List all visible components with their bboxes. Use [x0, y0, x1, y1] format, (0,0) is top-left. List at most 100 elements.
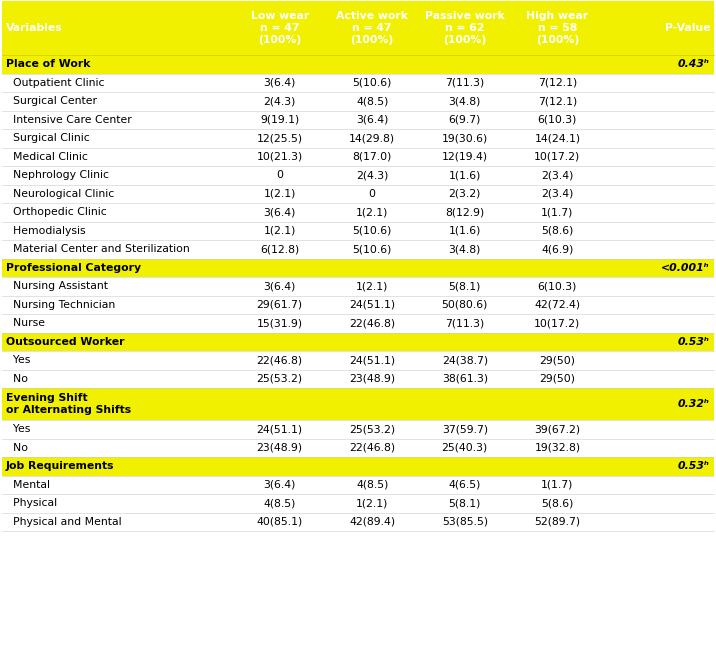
Text: 39(67.2): 39(67.2)	[534, 424, 581, 434]
Text: 4(8.5): 4(8.5)	[356, 97, 388, 107]
Text: No: No	[6, 374, 28, 384]
Text: 24(51.1): 24(51.1)	[256, 424, 303, 434]
Bar	[2, 166, 714, 184]
Text: <0.001ʰ: <0.001ʰ	[662, 263, 710, 273]
Bar	[2, 494, 714, 513]
Bar	[2, 370, 714, 388]
Text: Low wear
n = 47
(100%): Low wear n = 47 (100%)	[251, 11, 309, 45]
Text: 7(12.1): 7(12.1)	[538, 78, 577, 88]
Bar	[2, 314, 714, 332]
Text: 2(3.4): 2(3.4)	[541, 188, 574, 198]
Text: Outsourced Worker: Outsourced Worker	[6, 337, 125, 347]
Text: 53(85.5): 53(85.5)	[442, 517, 488, 527]
Text: Hemodialysis: Hemodialysis	[6, 226, 86, 236]
Bar	[2, 351, 714, 370]
Text: 5(8.6): 5(8.6)	[541, 226, 574, 236]
Text: 4(8.5): 4(8.5)	[263, 498, 296, 508]
Bar	[2, 457, 714, 476]
Text: 29(50): 29(50)	[539, 374, 576, 384]
Text: 7(12.1): 7(12.1)	[538, 97, 577, 107]
Bar	[2, 438, 714, 457]
Text: 5(8.1): 5(8.1)	[449, 281, 481, 291]
Text: 22(46.8): 22(46.8)	[349, 318, 395, 328]
Text: 1(2.1): 1(2.1)	[263, 188, 296, 198]
Text: 5(8.1): 5(8.1)	[449, 498, 481, 508]
Text: Mental: Mental	[6, 480, 50, 490]
Text: 7(11.3): 7(11.3)	[445, 78, 485, 88]
Bar	[2, 388, 714, 420]
Text: 12(25.5): 12(25.5)	[256, 133, 303, 143]
Text: 3(4.8): 3(4.8)	[449, 244, 481, 254]
Bar	[2, 332, 714, 351]
Text: 19(30.6): 19(30.6)	[442, 133, 488, 143]
Text: 5(10.6): 5(10.6)	[352, 78, 392, 88]
Text: 6(10.3): 6(10.3)	[538, 281, 577, 291]
Text: 25(53.2): 25(53.2)	[349, 424, 395, 434]
Text: 10(17.2): 10(17.2)	[534, 318, 581, 328]
Text: 50(80.6): 50(80.6)	[442, 300, 488, 310]
Bar	[2, 55, 714, 73]
Text: 5(8.6): 5(8.6)	[541, 498, 574, 508]
Text: 2(3.2): 2(3.2)	[449, 188, 481, 198]
Text: 22(46.8): 22(46.8)	[256, 355, 303, 365]
Text: 3(6.4): 3(6.4)	[356, 115, 388, 125]
Text: 6(10.3): 6(10.3)	[538, 115, 577, 125]
Text: 8(12.9): 8(12.9)	[445, 207, 485, 217]
Text: 23(48.9): 23(48.9)	[349, 374, 395, 384]
Text: Job Requirements: Job Requirements	[6, 462, 115, 472]
Text: 37(59.7): 37(59.7)	[442, 424, 488, 434]
Text: Yes: Yes	[6, 355, 30, 365]
Text: 0: 0	[276, 170, 284, 180]
Text: 24(51.1): 24(51.1)	[349, 300, 395, 310]
Text: 42(89.4): 42(89.4)	[349, 517, 395, 527]
Text: P-Value: P-Value	[664, 23, 710, 33]
Text: Nephrology Clinic: Nephrology Clinic	[6, 170, 109, 180]
Text: 25(40.3): 25(40.3)	[442, 443, 488, 453]
Text: 1(2.1): 1(2.1)	[356, 498, 388, 508]
Text: 5(10.6): 5(10.6)	[352, 226, 392, 236]
Text: 4(6.9): 4(6.9)	[541, 244, 574, 254]
Text: Evening Shift
or Alternating Shifts: Evening Shift or Alternating Shifts	[6, 393, 131, 415]
Text: Variables: Variables	[6, 23, 62, 33]
Bar	[2, 277, 714, 296]
Text: 25(53.2): 25(53.2)	[256, 374, 303, 384]
Text: Physical: Physical	[6, 498, 57, 508]
Text: 3(6.4): 3(6.4)	[263, 281, 296, 291]
Text: Active work
n = 47
(100%): Active work n = 47 (100%)	[337, 11, 408, 45]
Bar	[2, 240, 714, 258]
Bar	[2, 129, 714, 147]
Text: 1(1.7): 1(1.7)	[541, 207, 574, 217]
Text: Neurological Clinic: Neurological Clinic	[6, 188, 115, 198]
Text: 9(19.1): 9(19.1)	[260, 115, 299, 125]
Text: Place of Work: Place of Work	[6, 59, 90, 69]
Text: 2(4.3): 2(4.3)	[356, 170, 388, 180]
Bar	[2, 420, 714, 438]
Bar	[2, 258, 714, 277]
Bar	[2, 222, 714, 240]
Text: 3(4.8): 3(4.8)	[449, 97, 481, 107]
Text: 0.32ʰ: 0.32ʰ	[678, 399, 710, 409]
Text: 1(2.1): 1(2.1)	[263, 226, 296, 236]
Text: High wear
n = 58
(100%): High wear n = 58 (100%)	[526, 11, 589, 45]
Text: 10(21.3): 10(21.3)	[256, 152, 303, 162]
Text: Orthopedic Clinic: Orthopedic Clinic	[6, 207, 107, 217]
Text: 3(6.4): 3(6.4)	[263, 207, 296, 217]
Text: 0.53ʰ: 0.53ʰ	[678, 337, 710, 347]
Text: Surgical Clinic: Surgical Clinic	[6, 133, 89, 143]
Text: 14(29.8): 14(29.8)	[349, 133, 395, 143]
Bar	[2, 147, 714, 166]
Text: Passive work
n = 62
(100%): Passive work n = 62 (100%)	[425, 11, 505, 45]
Text: 24(38.7): 24(38.7)	[442, 355, 488, 365]
Text: 4(6.5): 4(6.5)	[449, 480, 481, 490]
Text: Nursing Assistant: Nursing Assistant	[6, 281, 108, 291]
Text: Outpatient Clinic: Outpatient Clinic	[6, 78, 105, 88]
Bar	[2, 1, 714, 55]
Text: 4(8.5): 4(8.5)	[356, 480, 388, 490]
Text: 6(12.8): 6(12.8)	[260, 244, 299, 254]
Text: 1(1.6): 1(1.6)	[449, 170, 481, 180]
Text: 1(2.1): 1(2.1)	[356, 207, 388, 217]
Text: 22(46.8): 22(46.8)	[349, 443, 395, 453]
Text: Yes: Yes	[6, 424, 30, 434]
Text: 42(72.4): 42(72.4)	[534, 300, 581, 310]
Text: Surgical Center: Surgical Center	[6, 97, 97, 107]
